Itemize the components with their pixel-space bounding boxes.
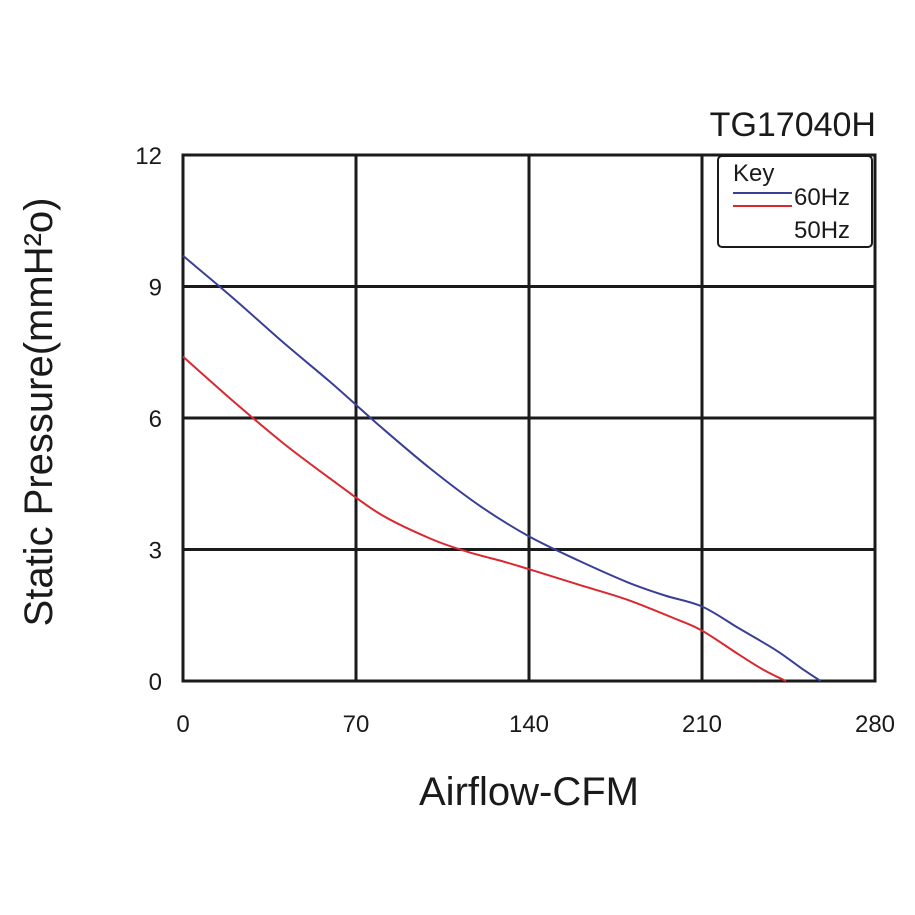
x-tick-label: 210 bbox=[682, 711, 722, 738]
series-line-60hz bbox=[182, 255, 822, 682]
plot-frame bbox=[181, 153, 877, 683]
tick-labels: 0 70 140 210 280 0 3 6 9 12 bbox=[135, 143, 895, 738]
x-tick-label: 280 bbox=[855, 711, 895, 738]
x-axis-title: Airflow-CFM bbox=[419, 770, 639, 814]
y-tick-label: 6 bbox=[149, 406, 162, 433]
y-axis-title: Static Pressure(mmH²o) bbox=[17, 198, 61, 627]
legend-box bbox=[717, 155, 873, 248]
x-tick-label: 0 bbox=[176, 711, 189, 738]
legend-label-60hz: 60Hz bbox=[794, 184, 850, 211]
x-tick-label: 70 bbox=[343, 711, 370, 738]
y-tick-label: 0 bbox=[149, 669, 162, 696]
legend-title: Key bbox=[733, 160, 774, 187]
series-line-50hz bbox=[182, 355, 787, 682]
series-lines bbox=[182, 255, 822, 682]
y-tick-label: 12 bbox=[135, 143, 162, 170]
y-tick-label: 9 bbox=[149, 275, 162, 302]
legend-label-50hz: 50Hz bbox=[794, 217, 850, 244]
y-tick-label: 3 bbox=[149, 538, 162, 565]
x-tick-label: 140 bbox=[509, 711, 549, 738]
chart-title: TG17040H bbox=[710, 106, 876, 144]
legend: Key 60Hz 50Hz bbox=[717, 155, 873, 248]
